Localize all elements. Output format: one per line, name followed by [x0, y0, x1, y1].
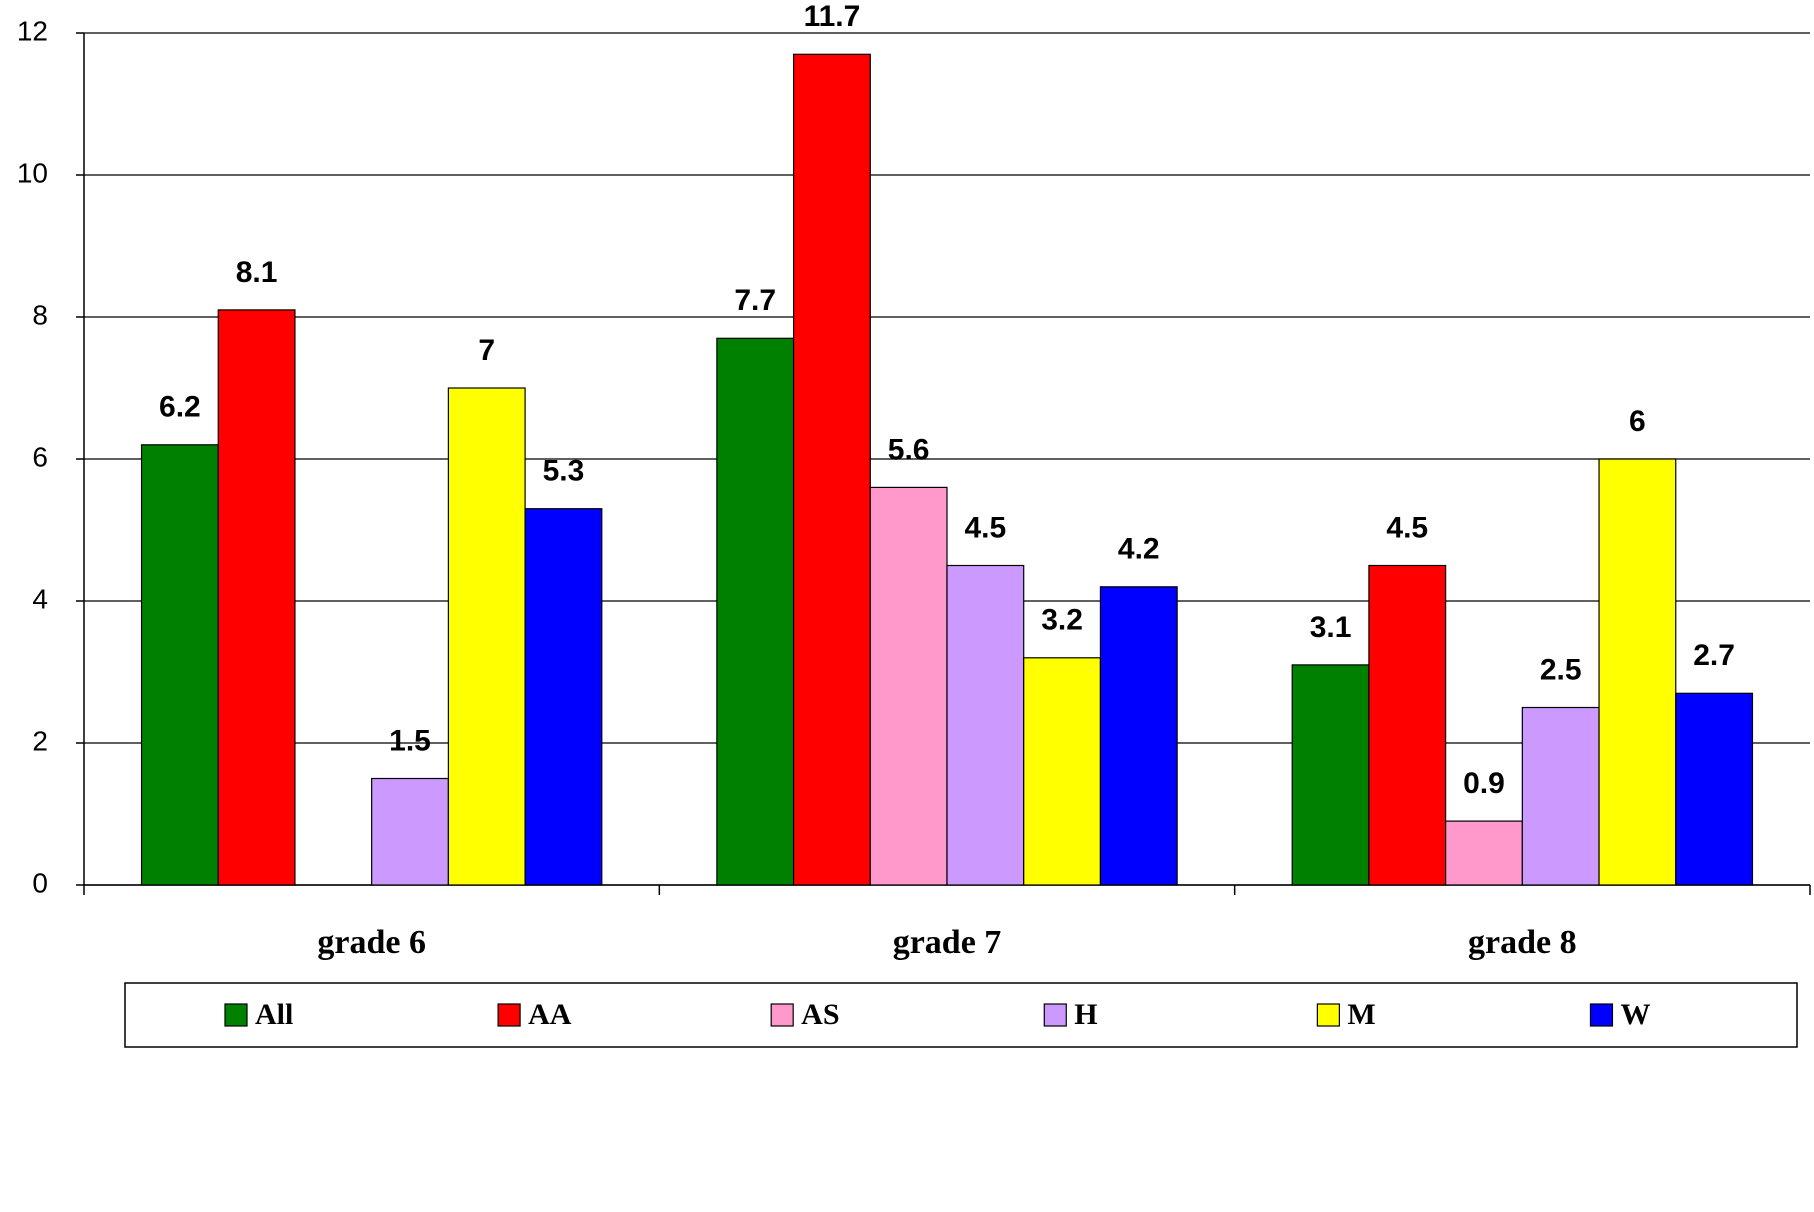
value-label: 8.1 [236, 256, 278, 289]
legend-swatch [224, 1003, 248, 1027]
bar [524, 508, 603, 886]
x-tick-label: grade 6 [317, 924, 426, 961]
value-label: 5.6 [888, 433, 930, 466]
value-label: 5.3 [543, 455, 585, 488]
legend-label: AS [801, 998, 839, 1031]
value-label: 7 [478, 334, 495, 367]
value-label: 1.5 [389, 724, 431, 757]
legend-swatch [770, 1003, 794, 1027]
value-label: 3.1 [1310, 611, 1352, 644]
value-label: 2.5 [1540, 653, 1582, 686]
y-tick-label: 0 [32, 867, 48, 898]
legend-swatch [1589, 1003, 1614, 1027]
legend [124, 982, 1798, 1048]
bar [1675, 692, 1754, 886]
x-tick-label: grade 7 [893, 924, 1002, 961]
bar [869, 486, 948, 886]
value-label: 3.2 [1041, 604, 1083, 637]
bar [716, 337, 795, 886]
bar [1291, 664, 1370, 886]
legend-label: M [1347, 998, 1375, 1031]
y-tick-label: 4 [32, 583, 48, 614]
bar [1521, 706, 1600, 886]
bar [1023, 657, 1102, 886]
value-label: 6.2 [159, 391, 201, 424]
legend-swatch [1316, 1003, 1340, 1027]
bar [1368, 564, 1447, 886]
bar [140, 444, 219, 886]
y-tick-label: 12 [17, 15, 48, 46]
x-tick-label: grade 8 [1468, 924, 1577, 961]
bar [946, 564, 1025, 886]
value-label: 6 [1629, 405, 1646, 438]
legend-label: W [1620, 998, 1650, 1031]
value-label: 4.5 [1386, 511, 1428, 544]
bar [1445, 820, 1523, 886]
bar [371, 777, 449, 886]
value-label: 2.7 [1693, 639, 1735, 672]
y-tick-label: 6 [32, 441, 48, 472]
legend-swatch [497, 1003, 521, 1027]
bar [447, 387, 526, 886]
bar [792, 53, 871, 886]
legend-label: All [255, 998, 293, 1031]
value-label: 11.7 [804, 0, 861, 33]
value-label: 4.5 [964, 511, 1006, 544]
y-tick-label: 10 [17, 157, 48, 188]
y-tick-label: 8 [32, 299, 48, 330]
value-label: 0.9 [1463, 767, 1505, 800]
bar [217, 309, 296, 886]
legend-swatch [1043, 1003, 1067, 1027]
value-label: 4.2 [1118, 533, 1160, 566]
legend-label: AA [528, 998, 572, 1031]
value-label: 7.7 [734, 284, 776, 317]
legend-label: H [1074, 998, 1097, 1031]
bar [1099, 586, 1178, 886]
y-tick-label: 2 [32, 725, 48, 756]
bar [1598, 458, 1677, 886]
